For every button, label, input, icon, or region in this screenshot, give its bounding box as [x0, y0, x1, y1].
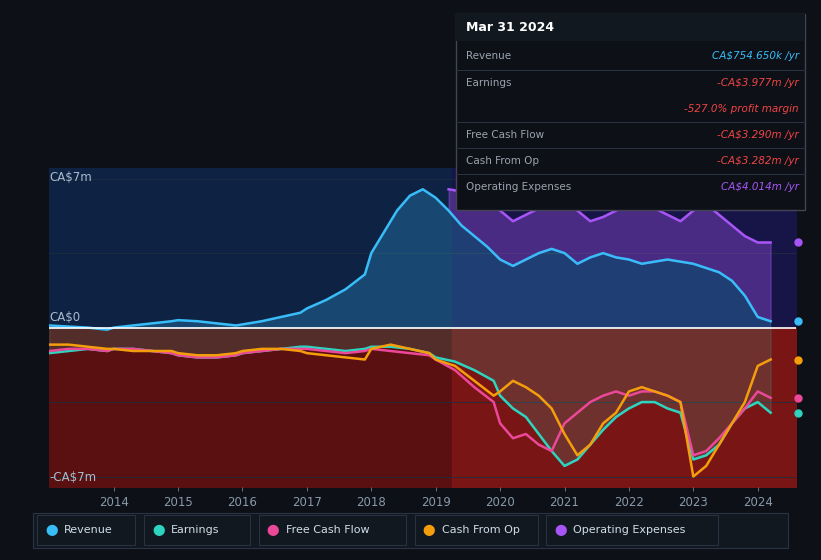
- Text: Free Cash Flow: Free Cash Flow: [286, 525, 369, 535]
- Text: Earnings: Earnings: [466, 77, 511, 87]
- Text: ⬤: ⬤: [423, 525, 435, 536]
- Text: Cash From Op: Cash From Op: [466, 156, 539, 166]
- Text: -CA$3.282m /yr: -CA$3.282m /yr: [717, 156, 799, 166]
- Text: -CA$3.977m /yr: -CA$3.977m /yr: [717, 77, 799, 87]
- Text: Cash From Op: Cash From Op: [442, 525, 520, 535]
- Text: Operating Expenses: Operating Expenses: [573, 525, 686, 535]
- Text: Revenue: Revenue: [466, 52, 511, 62]
- Text: ⬤: ⬤: [267, 525, 279, 536]
- Text: Operating Expenses: Operating Expenses: [466, 181, 571, 192]
- Text: Revenue: Revenue: [64, 525, 112, 535]
- Text: -CA$7m: -CA$7m: [49, 471, 96, 484]
- Text: CA$4.014m /yr: CA$4.014m /yr: [721, 181, 799, 192]
- Text: CA$0: CA$0: [49, 311, 80, 324]
- Text: -527.0% profit margin: -527.0% profit margin: [684, 104, 799, 114]
- Text: Free Cash Flow: Free Cash Flow: [466, 129, 544, 139]
- Text: CA$7m: CA$7m: [49, 171, 92, 184]
- Text: CA$754.650k /yr: CA$754.650k /yr: [712, 52, 799, 62]
- Text: ⬤: ⬤: [152, 525, 164, 536]
- Text: ⬤: ⬤: [554, 525, 566, 536]
- Text: -CA$3.290m /yr: -CA$3.290m /yr: [717, 129, 799, 139]
- Text: Earnings: Earnings: [171, 525, 219, 535]
- Text: Mar 31 2024: Mar 31 2024: [466, 21, 554, 34]
- Text: ⬤: ⬤: [45, 525, 57, 536]
